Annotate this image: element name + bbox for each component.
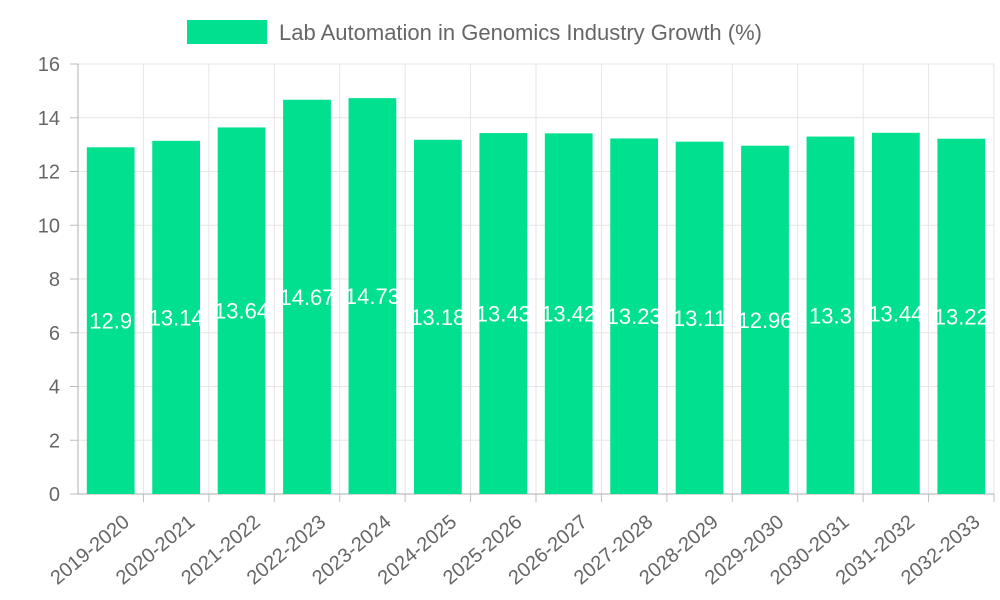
y-tick-label: 14 [38,108,60,130]
bar [152,140,201,495]
bar-value-label: 14.73 [345,284,400,309]
bar-value-label: 13.64 [214,299,269,324]
y-tick-label: 2 [49,430,60,452]
bar [871,132,920,495]
bar-value-label: 13.23 [607,304,662,329]
bar-value-label: 13.3 [809,303,852,328]
bar-value-label: 14.67 [279,285,334,310]
bar [675,141,724,494]
bar-value-label: 12.9 [89,309,132,334]
bar [217,127,266,495]
bar [741,145,789,494]
y-tick-label: 6 [49,323,60,345]
grid [77,63,995,495]
bar [348,98,397,494]
bar [806,136,855,494]
y-tick-label: 4 [49,377,60,399]
bar-value-label: 13.43 [476,302,531,327]
legend-swatch [187,20,267,44]
y-tick-label: 10 [38,215,60,237]
y-axis-ticks: 0 2 4 6 8 10 12 14 16 [38,54,78,506]
bar [479,133,528,494]
bar [544,133,593,494]
y-tick-label: 16 [38,54,60,76]
bars [86,98,986,495]
bar [86,147,135,494]
bar-value-label: 13.44 [868,301,923,326]
y-tick-label: 8 [49,269,60,291]
bar [283,99,331,495]
bar [610,138,659,494]
bar-value-label: 13.22 [934,304,989,329]
bar-value-label: 13.42 [541,302,596,327]
bar [413,139,462,494]
legend: Lab Automation in Genomics Industry Grow… [187,20,762,45]
legend-label: Lab Automation in Genomics Industry Grow… [279,20,762,45]
bar [937,138,986,494]
y-tick-label: 12 [38,162,60,184]
bar-value-label: 13.14 [149,305,204,330]
x-axis-ticks: 2019-20202020-20212021-20222022-20232023… [47,494,995,589]
bar-value-label: 13.18 [410,305,465,330]
y-tick-label: 0 [49,484,60,506]
bar-value-label: 12.96 [737,308,792,333]
data-labels: 12.9 13.14 13.64 14.67 14.73 13.18 13.43 13.42 1… [89,284,989,334]
bar-value-label: 13.11 [673,306,726,331]
